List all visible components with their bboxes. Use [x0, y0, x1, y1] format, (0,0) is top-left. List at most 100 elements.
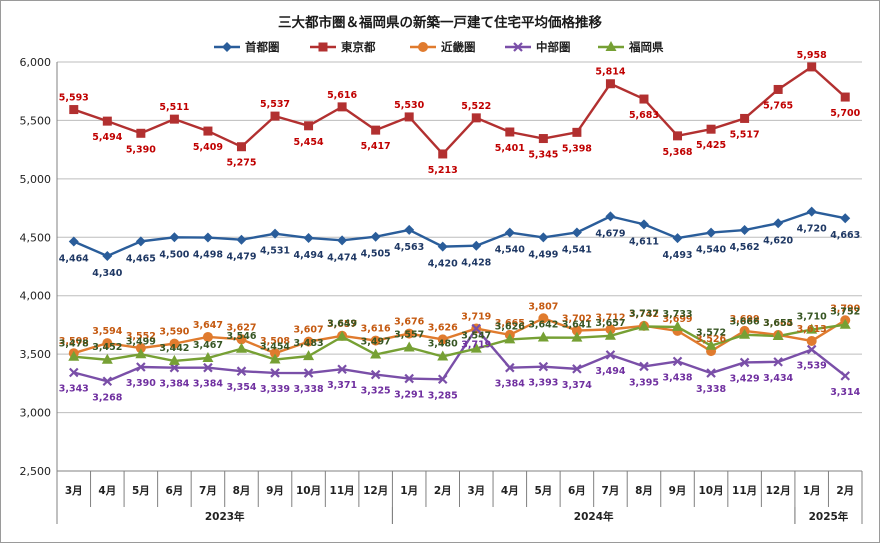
data-label: 4,340: [92, 268, 122, 279]
data-label: 4,465: [126, 253, 156, 264]
data-label: 3,291: [394, 390, 424, 401]
data-point-marker: [135, 236, 146, 247]
triangle-marker: [739, 328, 751, 339]
triangle-marker: [403, 341, 415, 352]
data-label: 4,500: [159, 249, 189, 260]
data-label: 3,666: [730, 317, 760, 328]
data-label: 3,594: [92, 326, 122, 337]
x-marker: [672, 356, 683, 367]
square-marker: [505, 127, 515, 137]
triangle-marker: [504, 333, 516, 344]
data-point-marker: [773, 357, 783, 367]
data-label: 3,702: [562, 314, 592, 325]
x-marker: [471, 323, 482, 334]
series-line: [73, 65, 847, 156]
square-marker: [706, 124, 716, 134]
square-marker: [404, 112, 414, 122]
data-label: 5,417: [361, 141, 391, 152]
data-point-marker: [706, 227, 717, 238]
circle-marker: [571, 325, 582, 336]
data-label: 3,483: [294, 338, 324, 349]
data-label: 3,626: [495, 321, 525, 332]
data-point-marker: [135, 343, 146, 354]
x-marker: [169, 362, 180, 373]
x-marker: [303, 368, 314, 378]
data-point-marker: [839, 318, 851, 329]
data-point-marker: [202, 232, 213, 243]
data-point-marker: [403, 341, 415, 352]
data-point-marker: [672, 356, 683, 367]
data-label: 3,526: [696, 334, 726, 345]
plot-area: 2,500 3,000 3,500 4,000 4,500 5,000 5,500 6,000…: [20, 50, 863, 524]
x-tick-label: 2月: [836, 485, 854, 497]
data-point-marker: [572, 127, 582, 137]
y-tick-label: 2,500: [20, 465, 52, 478]
data-point-marker: [222, 42, 232, 52]
triangle-marker: [470, 342, 482, 353]
data-point-marker: [706, 368, 716, 378]
y-tick-label: 5,500: [20, 114, 52, 127]
data-label: 5,398: [562, 143, 592, 154]
data-label: 3,737: [629, 308, 659, 319]
triangle-marker: [437, 350, 449, 361]
data-label: 3,626: [428, 322, 458, 333]
data-point-marker: [705, 339, 717, 350]
circle-marker: [270, 348, 281, 359]
data-label: 4,563: [394, 242, 424, 253]
square-marker: [102, 116, 112, 126]
data-label: 3,393: [528, 378, 558, 389]
square-marker: [773, 84, 783, 94]
circle-marker: [202, 331, 213, 342]
triangle-marker: [571, 331, 583, 342]
data-point-marker: [773, 84, 783, 94]
x-tick-label: 8月: [233, 485, 251, 497]
data-label: 4,493: [662, 250, 692, 261]
triangle-marker: [202, 351, 214, 362]
data-point-marker: [270, 368, 280, 378]
data-point-marker: [772, 330, 784, 341]
triangle-marker: [604, 329, 616, 340]
data-label: 3,497: [361, 336, 391, 347]
data-label: 5,537: [260, 99, 290, 110]
x-tick-label: 9月: [669, 485, 687, 497]
triangle-marker: [806, 323, 818, 334]
square-marker: [740, 113, 750, 123]
x-marker: [236, 366, 247, 376]
data-label: 3,557: [394, 329, 424, 340]
data-point-marker: [605, 41, 617, 51]
data-point-marker: [136, 362, 146, 372]
y-tick-label: 4,500: [20, 231, 52, 244]
diamond-marker: [370, 231, 381, 242]
circle-marker: [437, 334, 448, 345]
diamond-marker: [169, 232, 180, 243]
x-tick-label: 9月: [266, 485, 284, 497]
x-tick-label: 7月: [602, 485, 620, 497]
data-point-marker: [538, 361, 549, 372]
x-marker: [605, 350, 616, 360]
diamond-marker: [202, 232, 213, 243]
data-label: 3,657: [595, 318, 625, 329]
chart-title: 三大都市圏＆福岡県の新築一戸建て住宅平均価格推移: [278, 14, 602, 31]
data-point-marker: [538, 232, 549, 243]
data-point-marker: [303, 232, 314, 243]
data-label: 5,765: [763, 100, 793, 111]
data-point-marker: [135, 348, 147, 359]
x-marker: [538, 361, 549, 372]
data-point-marker: [370, 335, 381, 346]
series-line: [73, 210, 846, 258]
data-label: 3,339: [260, 384, 290, 395]
square-marker: [538, 134, 548, 144]
data-label: 4,541: [562, 244, 592, 255]
data-label: 4,464: [59, 253, 89, 264]
data-point-marker: [571, 325, 582, 336]
x-tick-label: 12月: [766, 485, 791, 497]
x-tick-label: 3月: [467, 485, 485, 497]
y-tick-label: 3,000: [20, 407, 52, 420]
data-label: 3,325: [361, 386, 391, 397]
data-label: 4,562: [730, 242, 760, 253]
data-label: 3,434: [763, 373, 793, 384]
data-point-marker: [337, 364, 347, 374]
diamond-marker: [739, 225, 750, 236]
triangle-marker: [605, 41, 617, 51]
diamond-marker: [270, 228, 281, 239]
